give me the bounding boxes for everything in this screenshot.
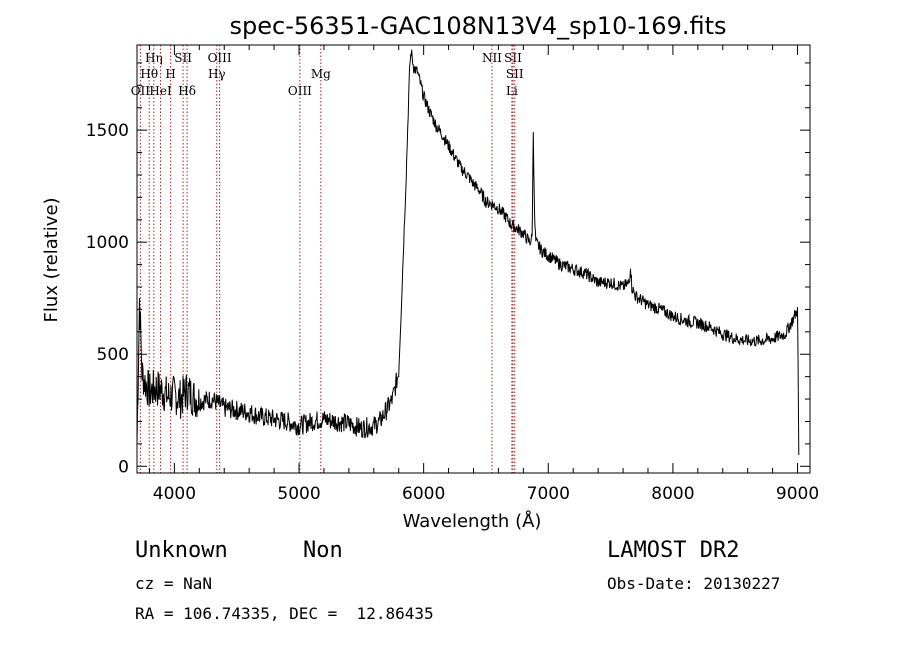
survey-label: LAMOST DR2 xyxy=(607,538,740,563)
y-tick-label: 0 xyxy=(118,457,129,477)
line-label-1: Hθ xyxy=(140,67,158,81)
line-label-3: HeI xyxy=(149,84,172,98)
y-tick-label: 500 xyxy=(97,345,129,365)
classification-label: Unknown xyxy=(135,538,228,563)
line-label-13: SII xyxy=(506,67,524,81)
x-tick-label: 4000 xyxy=(153,484,196,504)
line-label-12: SII xyxy=(504,51,522,65)
line-label-9: OIII xyxy=(288,84,312,98)
line-label-11: NII xyxy=(482,51,502,65)
x-tick-label: 6000 xyxy=(402,484,445,504)
line-label-2: Hη xyxy=(145,51,163,65)
redshift-label: cz = NaN xyxy=(135,574,213,593)
line-label-4: H xyxy=(165,67,175,81)
coordinates-label: RA = 106.74335, DEC = 12.86435 xyxy=(135,604,434,623)
x-tick-label: 5000 xyxy=(277,484,320,504)
line-label-0: OII xyxy=(131,84,151,98)
obs-date-label: Obs-Date: 20130227 xyxy=(607,574,781,593)
chart-title: spec-56351-GAC108N13V4_sp10-169.fits xyxy=(230,12,727,40)
line-label-5: SII xyxy=(174,51,192,65)
y-tick-label: 1500 xyxy=(86,121,129,141)
x-tick-label: 9000 xyxy=(776,484,819,504)
line-label-8: OIII xyxy=(208,51,232,65)
x-tick-label: 7000 xyxy=(527,484,570,504)
x-tick-label: 8000 xyxy=(651,484,694,504)
axes: 4000 5000 6000 7000 8000 9000 0 500 1000 1500 xyxy=(86,44,819,504)
subclass-label: Non xyxy=(303,538,343,563)
spectrum-line xyxy=(136,49,800,456)
plot-frame xyxy=(136,44,811,474)
y-tick-label: 1000 xyxy=(86,233,129,253)
line-label-10: Mg xyxy=(311,67,331,81)
y-axis-label: Flux (relative) xyxy=(41,197,62,322)
line-label-14: Li xyxy=(506,84,518,98)
plot-area xyxy=(136,49,800,456)
line-label-7: Hγ xyxy=(208,67,226,81)
x-axis-label: Wavelength (Å) xyxy=(403,510,542,532)
line-label-6: Hδ xyxy=(178,84,196,98)
